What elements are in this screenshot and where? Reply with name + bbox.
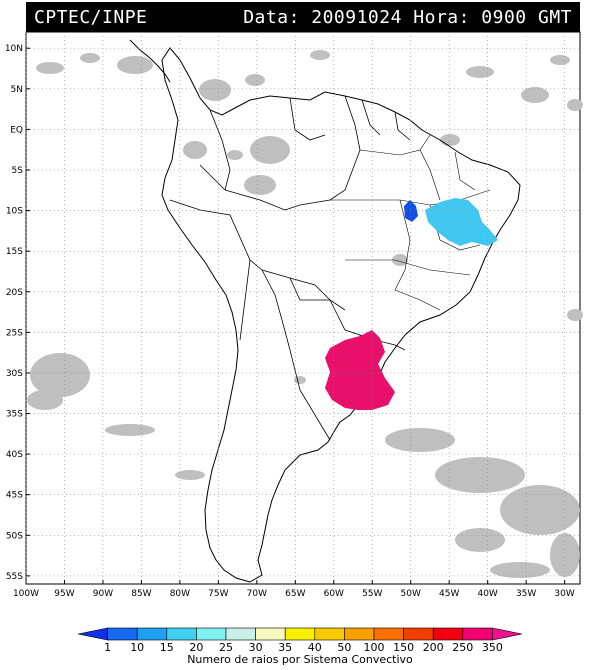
colorbar-segment [373,627,404,641]
lon-label: 85W [131,589,151,599]
lon-label: 35W [516,589,536,599]
colorbar-segment [255,627,286,641]
colorbar-segment [166,627,197,641]
convective-system-tocantins [404,200,418,222]
colorbar-label: 1 [104,641,111,654]
lon-label: 65W [285,589,305,599]
lon-label: 50W [401,589,421,599]
lat-label: 10S [6,207,23,217]
colorbar-label: 35 [278,641,292,654]
colorbar-segment [403,627,434,641]
lon-label: 90W [93,589,113,599]
lon-label: 100W [13,589,39,599]
lat-label: 55S [6,572,23,582]
lon-label: 40W [477,589,497,599]
lon-label: 70W [247,589,267,599]
lat-label: 20S [6,288,23,298]
colorbar-label: 150 [393,641,414,654]
colorbar-segment [196,627,227,641]
lightning-systems [325,198,498,410]
lat-label: 45S [6,491,23,501]
colorbar-label: 40 [308,641,322,654]
colorbar-segment [136,627,168,641]
lat-label: 25S [6,328,23,338]
colorbar-label: 25 [219,641,233,654]
colorbar-segment [284,627,316,641]
lat-label: EQ [10,125,23,135]
source-label: CPTEC/INPE [34,7,148,28]
colorbar-segment [314,627,345,641]
colorbar-label: 250 [452,641,473,654]
lat-label: 15S [6,247,23,257]
cloud-cover [27,50,583,578]
lat-label: 35S [6,410,23,420]
colorbar-label: 350 [482,641,503,654]
colorbar-segment [225,627,256,641]
colorbar-title: Numero de raios por Sistema Convectivo [187,653,413,666]
convective-system-south-brazil [325,330,395,410]
lat-label: 10N [5,44,23,54]
colorbar-label: 200 [423,641,444,654]
longitude-labels: 100W 95W 90W 85W 80W 75W 70W 65W 60W 55W 50W 45W 40W… [13,580,575,599]
south-america-outline [161,47,521,583]
lat-label: 50S [6,531,23,541]
map-frame [25,31,581,585]
lon-label: 75W [208,589,228,599]
colorbar-segment [492,627,523,641]
colorbar-segment [432,627,464,641]
colorbar-label: 15 [160,641,174,654]
lon-label: 60W [324,589,344,599]
colorbar-label: 10 [130,641,144,654]
lat-lon-grid [25,32,580,584]
convective-system-northeast-brazil [425,198,498,246]
colorbar-segment [77,627,108,641]
lat-label: 5S [12,166,24,176]
latitude-labels: 10N 5N EQ 5S 10S 15S 20S 25S 30S 35S 40S 45S 50S 55S [5,44,30,582]
colorbar-segment [107,627,138,641]
map-header: CPTEC/INPE Data: 20091024 Hora: 0900 GMT [26,2,580,32]
datetime-label: Data: 20091024 Hora: 0900 GMT [243,7,572,28]
colorbar-segment [462,627,493,641]
lon-label: 55W [362,589,382,599]
colorbar-label: 50 [337,641,351,654]
lon-label: 80W [170,589,190,599]
colorbar: 1 10 15 20 25 30 35 40 50 100 150 200 250 350 [77,627,523,654]
lon-label: 30W [554,589,574,599]
colorbar-segment [344,627,375,641]
colorbar-label: 30 [249,641,263,654]
lat-label: 5N [11,85,23,95]
lat-label: 40S [6,450,23,460]
lon-label: 95W [54,589,74,599]
lon-label: 45W [439,589,459,599]
lat-label: 30S [6,369,23,379]
colorbar-label: 100 [364,641,385,654]
colorbar-label: 20 [189,641,203,654]
